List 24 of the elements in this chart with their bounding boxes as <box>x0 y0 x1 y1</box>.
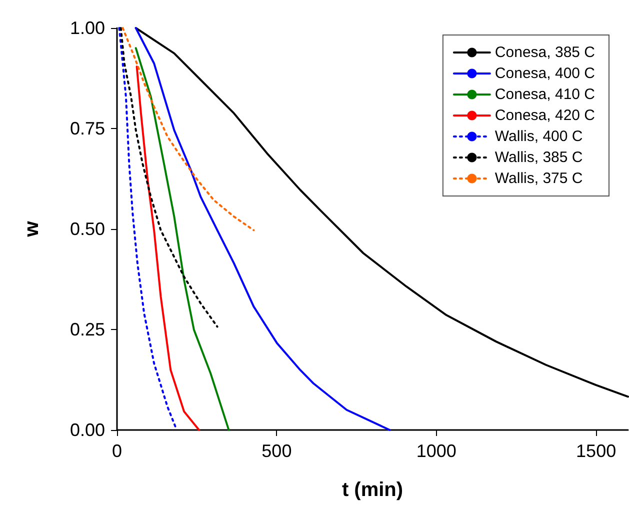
y-tick-label: 0.50 <box>70 219 105 239</box>
y-tick-label: 1.00 <box>70 18 105 38</box>
legend-label: Wallis, 400 C <box>494 128 583 145</box>
legend-label: Conesa, 410 C <box>494 86 596 103</box>
x-tick-label: 1000 <box>416 441 456 461</box>
legend-label: Wallis, 385 C <box>494 149 583 166</box>
line-series <box>134 27 391 431</box>
y-tick-label: 0.00 <box>70 420 105 440</box>
x-tick-label: 0 <box>112 441 122 461</box>
legend-label: Conesa, 400 C <box>494 65 596 82</box>
y-tick-label: 0.25 <box>70 320 105 340</box>
y-tick-label: 0.75 <box>70 118 105 138</box>
y-axis-title: w <box>21 220 43 238</box>
line-series <box>120 27 218 328</box>
line-series <box>122 27 255 232</box>
x-axis-title: t (min) <box>342 479 404 501</box>
x-tick-label: 500 <box>262 441 292 461</box>
line-series <box>136 66 200 431</box>
line-series <box>134 47 230 431</box>
x-tick-label: 1500 <box>576 441 616 461</box>
line-series <box>134 27 629 398</box>
legend-label: Wallis, 375 C <box>494 170 583 187</box>
legend-label: Conesa, 385 C <box>494 44 596 61</box>
legend-label: Conesa, 420 C <box>494 107 596 124</box>
